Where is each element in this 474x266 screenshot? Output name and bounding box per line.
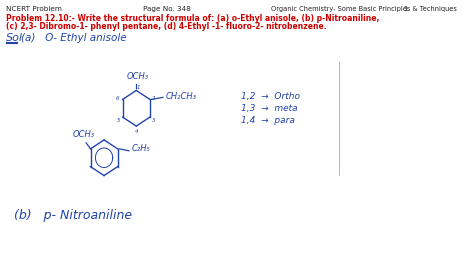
Text: (b)   p- Nitroaniline: (b) p- Nitroaniline [14,209,133,222]
Text: 3: 3 [153,118,156,123]
Text: 1,4  →  para: 1,4 → para [241,116,294,125]
Text: 1: 1 [137,85,141,90]
Text: C₂H₅: C₂H₅ [132,144,150,153]
Text: 1,3  →  meta: 1,3 → meta [241,104,297,113]
Text: 2: 2 [153,96,156,101]
Text: Problem 12.10:- Write the structural formula of: (a) o-Ethyl anisole, (b) p-Nitr: Problem 12.10:- Write the structural for… [6,14,379,23]
Text: 4: 4 [136,128,139,134]
Text: NCERT Problem: NCERT Problem [6,6,62,12]
Text: OCH₃: OCH₃ [73,130,95,139]
Text: 6: 6 [116,96,119,101]
Text: 1,2  →  Ortho: 1,2 → Ortho [241,92,300,101]
Text: Sol: Sol [6,33,23,43]
Text: (c) 2,3- Dibromo-1- phenyl pentane, (d) 4-Ethyl -1- fluoro-2- nitrobenzene.: (c) 2,3- Dibromo-1- phenyl pentane, (d) … [6,22,327,31]
Text: CH₂CH₃: CH₂CH₃ [165,92,197,101]
Text: 5: 5 [117,118,120,123]
Text: OCH₃: OCH₃ [127,72,149,81]
Text: (a)   O- Ethyl anisole: (a) O- Ethyl anisole [20,33,126,43]
Text: 1: 1 [403,6,408,12]
Text: Organic Chemistry- Some Basic Principles & Techniques: Organic Chemistry- Some Basic Principles… [271,6,457,12]
Text: Page No. 348: Page No. 348 [143,6,191,12]
